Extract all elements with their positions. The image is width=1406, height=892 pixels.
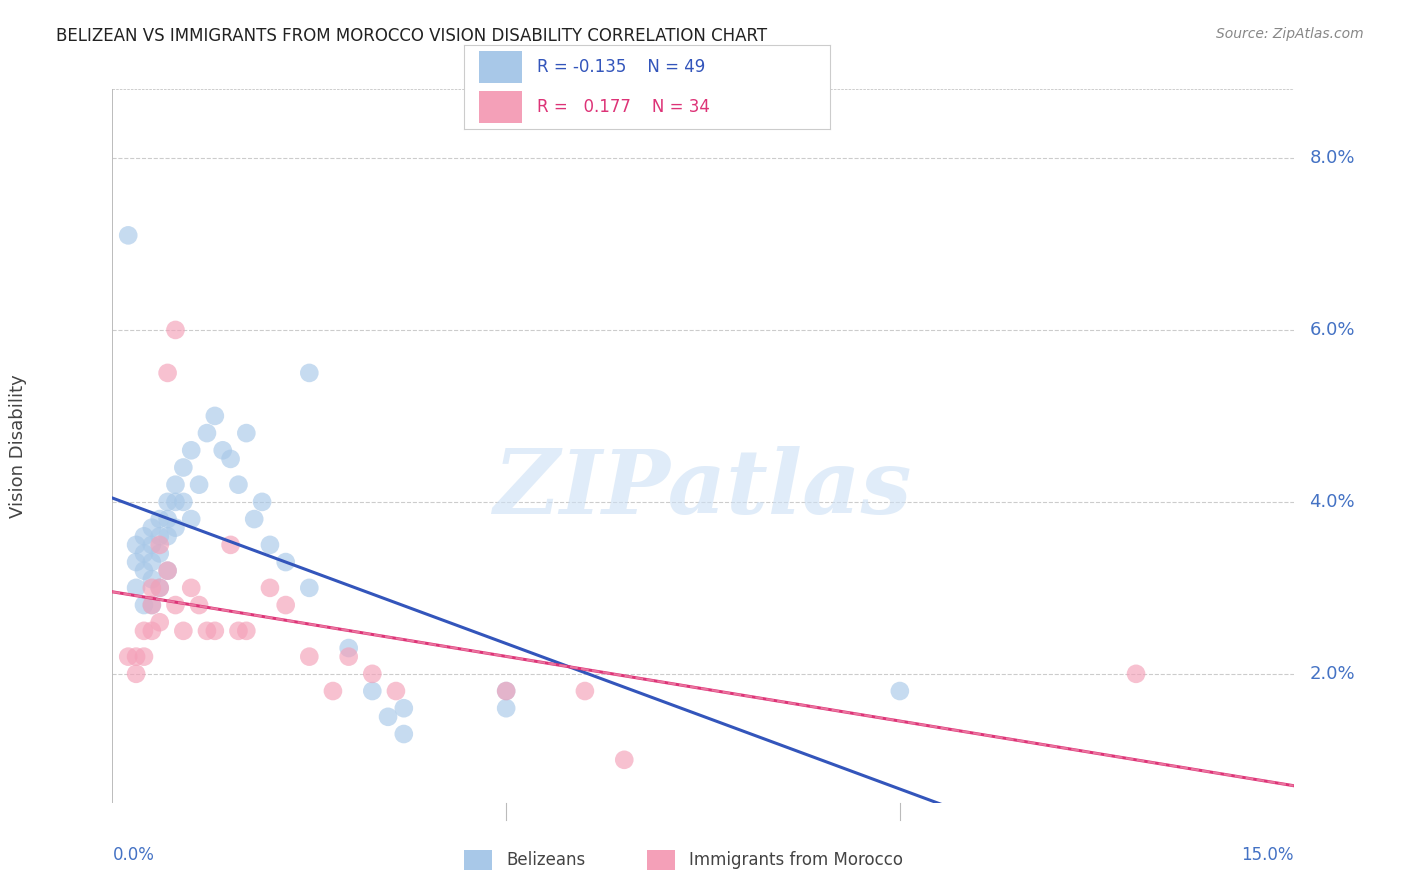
Point (125, 555, 148, 569)
Point (125, 666, 148, 681)
Point (132, 564, 155, 578)
Point (141, 598, 163, 612)
Point (495, 701, 517, 715)
Point (361, 666, 384, 681)
Point (195, 624, 218, 638)
Point (298, 649, 321, 664)
Point (117, 649, 139, 664)
Point (172, 624, 194, 638)
Point (132, 649, 155, 664)
Point (132, 598, 155, 612)
Point (149, 546, 172, 560)
Point (149, 512, 172, 526)
Point (141, 598, 163, 612)
Point (165, 477, 187, 491)
Point (235, 426, 257, 441)
Text: 4.0%: 4.0% (1309, 493, 1355, 511)
Point (149, 615, 172, 630)
Point (889, 684, 911, 698)
Point (361, 684, 384, 698)
Point (156, 564, 179, 578)
Point (219, 451, 242, 466)
Point (298, 366, 321, 380)
Point (125, 581, 148, 595)
Point (259, 538, 281, 552)
Point (322, 684, 344, 698)
Point (211, 443, 233, 458)
Text: ZIPatlas: ZIPatlas (495, 446, 911, 532)
Text: 2.0%: 2.0% (1309, 665, 1355, 683)
FancyBboxPatch shape (478, 51, 523, 83)
Point (204, 409, 226, 423)
Point (132, 546, 155, 560)
Point (149, 529, 172, 543)
Point (149, 581, 172, 595)
Point (125, 649, 148, 664)
Point (195, 426, 218, 441)
Text: R =   0.177    N = 34: R = 0.177 N = 34 (537, 98, 710, 116)
Point (180, 581, 202, 595)
Point (141, 555, 163, 569)
Point (141, 581, 163, 595)
Point (172, 495, 194, 509)
Point (165, 598, 187, 612)
Point (298, 581, 321, 595)
Point (574, 684, 596, 698)
Point (180, 512, 202, 526)
Point (188, 477, 211, 491)
Point (219, 538, 242, 552)
Text: Vision Disability: Vision Disability (8, 374, 27, 518)
Text: 0.0%: 0.0% (112, 846, 155, 863)
Text: 6.0%: 6.0% (1309, 321, 1355, 339)
Point (156, 495, 179, 509)
Point (141, 521, 163, 535)
Point (495, 684, 517, 698)
Point (165, 521, 187, 535)
Text: 15.0%: 15.0% (1241, 846, 1294, 863)
Point (337, 641, 360, 656)
Point (149, 538, 172, 552)
Text: BELIZEAN VS IMMIGRANTS FROM MOROCCO VISION DISABILITY CORRELATION CHART: BELIZEAN VS IMMIGRANTS FROM MOROCCO VISI… (56, 27, 768, 45)
Point (156, 529, 179, 543)
Point (235, 624, 257, 638)
Point (392, 727, 415, 741)
Point (141, 572, 163, 586)
Point (132, 624, 155, 638)
Point (188, 598, 211, 612)
Point (495, 684, 517, 698)
Point (274, 598, 297, 612)
Point (156, 564, 179, 578)
Point (337, 649, 360, 664)
Point (613, 753, 636, 767)
Point (165, 495, 187, 509)
Point (180, 443, 202, 458)
Text: 8.0%: 8.0% (1309, 149, 1355, 167)
Text: R = -0.135    N = 49: R = -0.135 N = 49 (537, 58, 706, 76)
Point (274, 555, 297, 569)
Point (172, 460, 194, 475)
Point (243, 512, 266, 526)
Point (141, 624, 163, 638)
Point (1125, 666, 1147, 681)
Point (125, 538, 148, 552)
Point (392, 701, 415, 715)
Point (141, 538, 163, 552)
Point (259, 581, 281, 595)
Point (156, 366, 179, 380)
Point (228, 477, 250, 491)
Text: Belizeans: Belizeans (506, 851, 585, 869)
Point (117, 228, 139, 243)
Point (204, 624, 226, 638)
Text: Source: ZipAtlas.com: Source: ZipAtlas.com (1216, 27, 1364, 41)
Point (156, 512, 179, 526)
FancyBboxPatch shape (478, 91, 523, 123)
Point (377, 710, 399, 724)
Point (385, 684, 408, 698)
Point (149, 581, 172, 595)
Point (132, 529, 155, 543)
Text: Immigrants from Morocco: Immigrants from Morocco (689, 851, 903, 869)
Point (228, 624, 250, 638)
Point (165, 323, 187, 337)
Point (250, 495, 273, 509)
